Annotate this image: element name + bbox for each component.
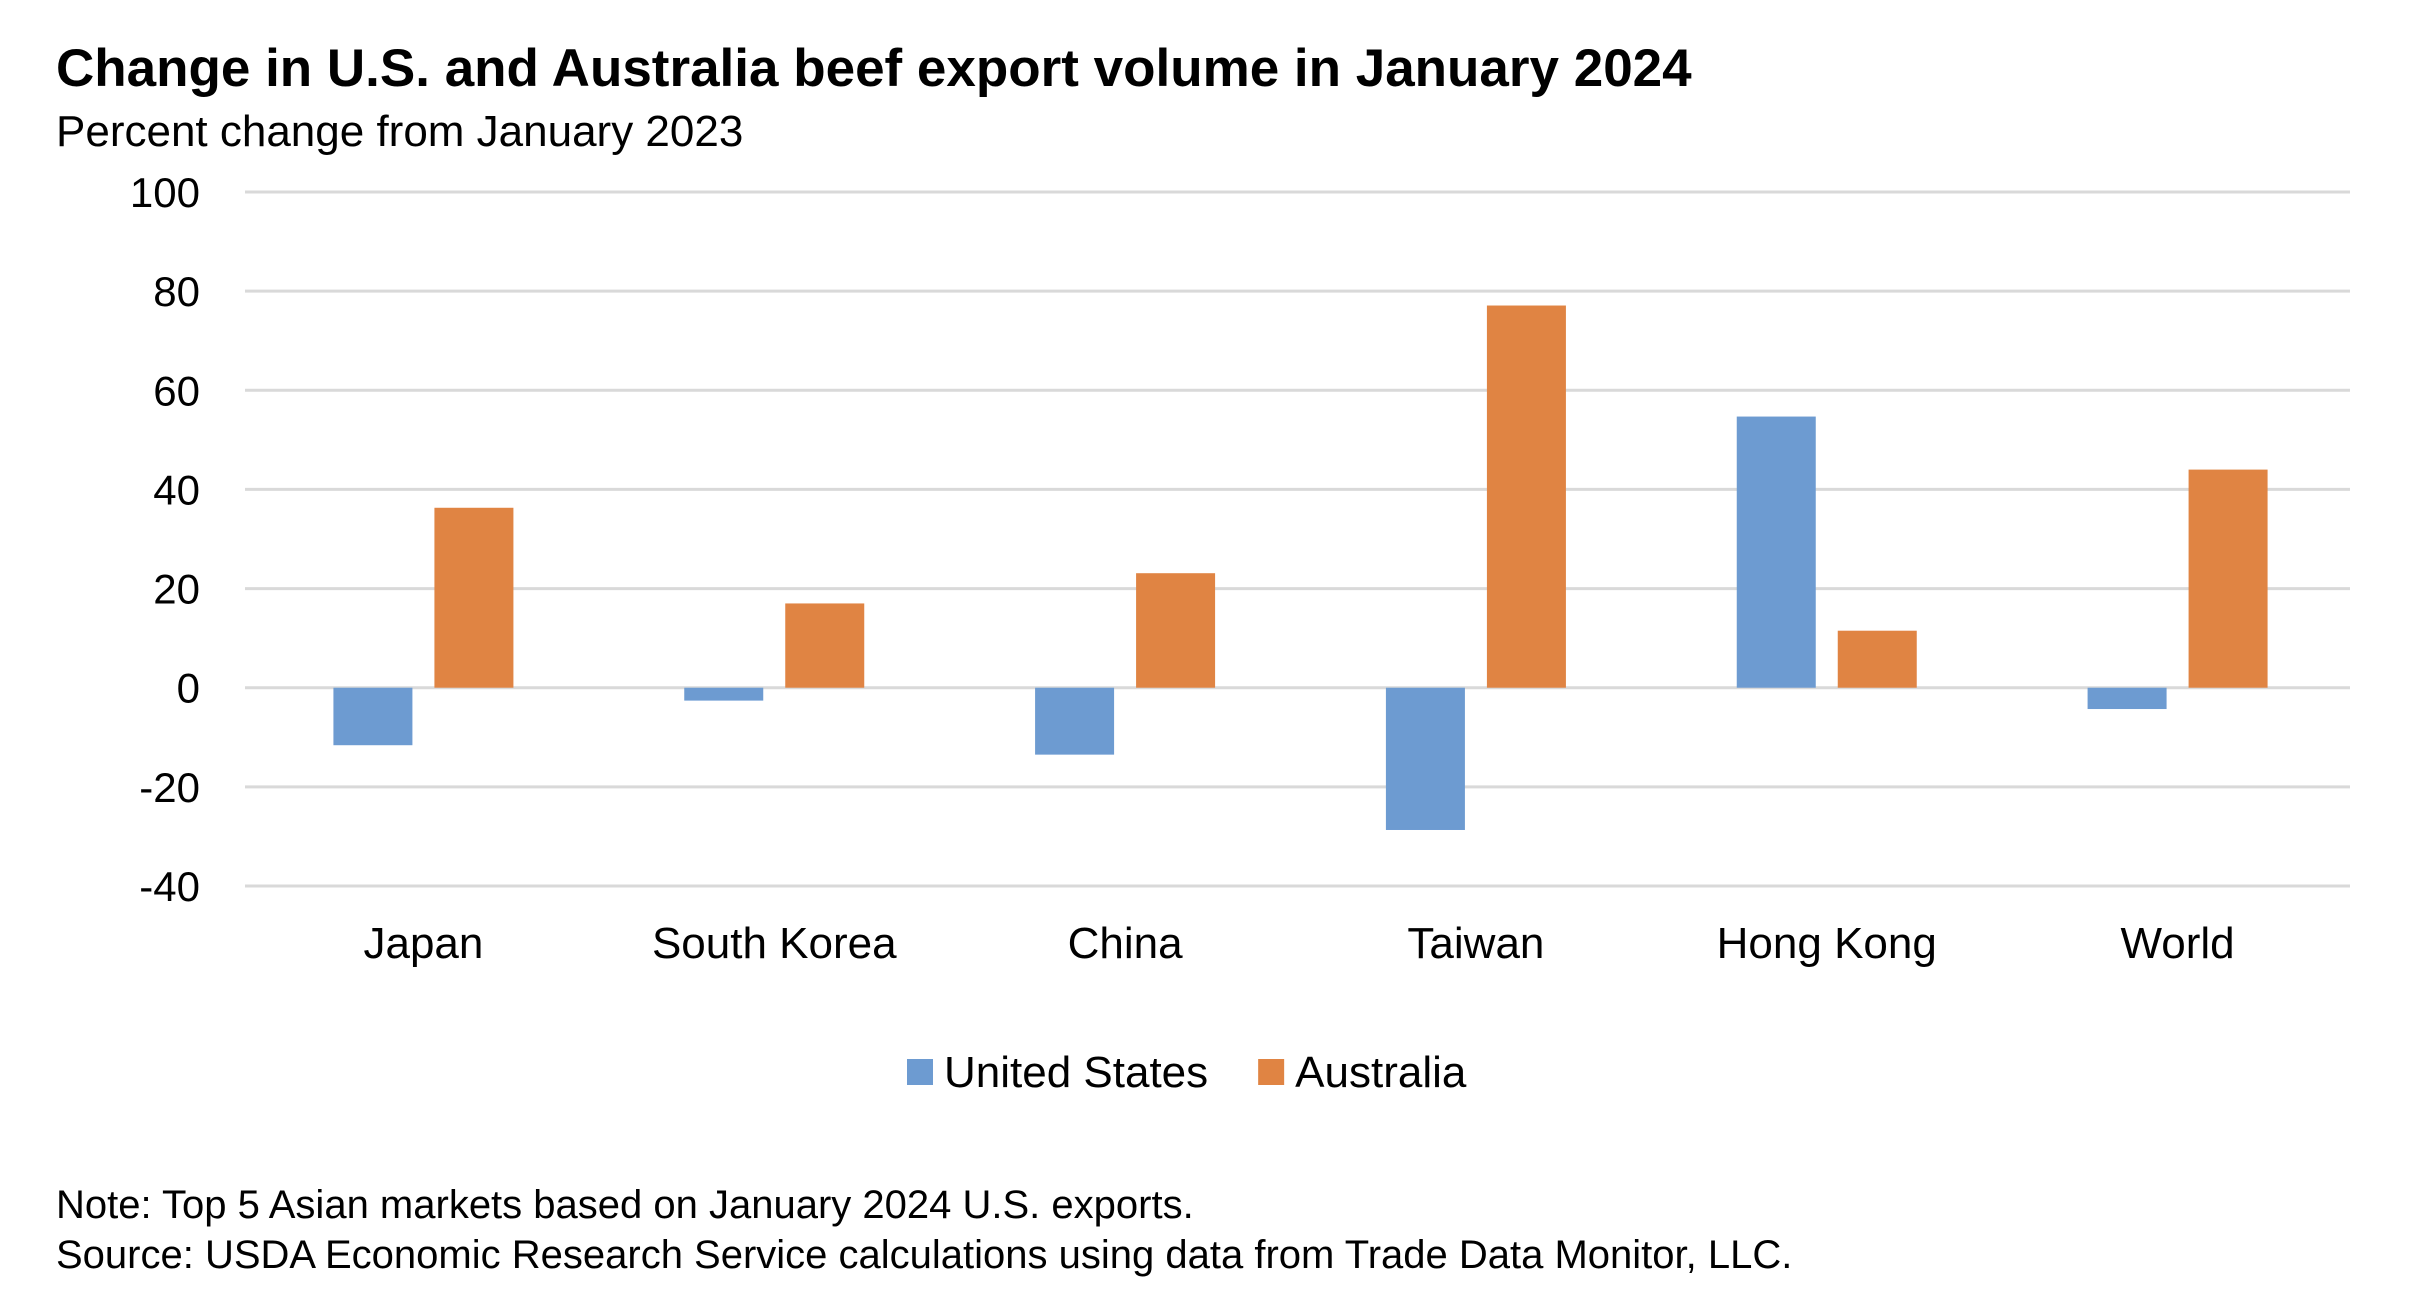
note-text: Note: Top 5 Asian markets based on Janua…	[56, 1183, 1194, 1227]
chart-subtitle: Percent change from January 2023	[56, 107, 743, 156]
y-tick-label: 0	[177, 665, 200, 712]
y-tick-label: 20	[153, 566, 200, 613]
y-tick-label: 40	[153, 466, 200, 513]
legend-label: United States	[944, 1048, 1208, 1097]
y-tick-label: 100	[130, 169, 200, 216]
bar-australia	[785, 603, 865, 688]
gridlines	[245, 190, 2350, 888]
y-tick-label: 80	[153, 268, 200, 315]
bar-united-states	[1385, 687, 1465, 830]
bar-united-states	[684, 687, 764, 701]
bars	[333, 305, 2268, 830]
chart-title: Change in U.S. and Australia beef export…	[56, 39, 1692, 98]
bar-australia	[1136, 573, 1216, 688]
legend-swatch	[907, 1059, 933, 1085]
bar-united-states	[1736, 416, 1816, 688]
y-tick-label: -40	[139, 863, 200, 910]
legend-swatch	[1258, 1059, 1285, 1085]
x-tick-label: Hong Kong	[1717, 919, 1937, 968]
source-text: Source: USDA Economic Research Service c…	[56, 1233, 1792, 1277]
y-tick-label: -20	[139, 764, 200, 811]
x-tick-label: Taiwan	[1407, 919, 1544, 968]
bar-australia	[1486, 305, 1566, 688]
legend-label: Australia	[1295, 1048, 1467, 1097]
bar-united-states	[333, 687, 413, 746]
x-tick-label: Japan	[363, 919, 483, 968]
x-tick-label: World	[2121, 919, 2235, 968]
y-tick-label: 60	[153, 367, 200, 414]
bar-united-states	[1035, 687, 1115, 755]
x-axis-ticks: Japan South Korea China Taiwan Hong Kong Worl…	[363, 919, 2234, 968]
y-axis-ticks: 100 80 60 40 20 0 -20 -40	[130, 169, 200, 910]
legend: United States Australia	[907, 1048, 1467, 1097]
x-tick-label: China	[1068, 919, 1183, 968]
bar-united-states	[2087, 687, 2167, 710]
bar-australia	[1837, 630, 1917, 688]
x-tick-label: South Korea	[652, 919, 897, 968]
bar-australia	[2188, 469, 2268, 688]
bar-australia	[434, 507, 514, 688]
